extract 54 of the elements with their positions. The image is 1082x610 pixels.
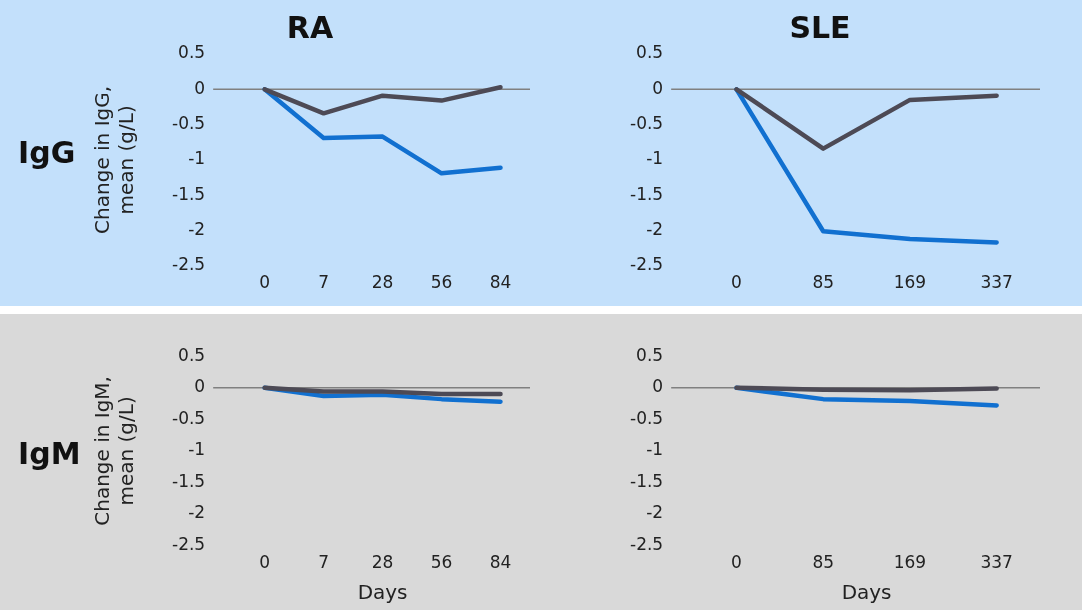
x-tick-label: 28 <box>371 272 394 293</box>
chart-title: SLE <box>789 9 851 45</box>
y-tick-label: -2.5 <box>630 254 664 275</box>
x-tick-label: 0 <box>731 552 742 573</box>
x-tick-label: 0 <box>259 272 271 293</box>
y-tick-label: -1.5 <box>630 470 664 491</box>
y-tick-label: 0.5 <box>636 344 664 365</box>
y-tick-label: 0.5 <box>636 42 664 63</box>
y-tick-label: -1 <box>646 148 664 169</box>
y-tick-label: -1 <box>188 439 206 460</box>
y-tick-label: -1.5 <box>172 470 206 491</box>
y-tick-label: -1.5 <box>630 183 664 204</box>
y-tick-label: -1 <box>646 439 664 460</box>
x-axis-title: Days <box>841 580 892 605</box>
x-tick-label: 56 <box>430 552 453 573</box>
y-tick-label: -0.5 <box>630 113 664 134</box>
x-tick-label: 0 <box>731 272 742 293</box>
x-tick-label: 85 <box>812 272 835 293</box>
x-tick-label: 56 <box>430 272 453 293</box>
y-axis-title: Change in IgM, mean (g/L) <box>90 376 139 526</box>
y-tick-label: 0 <box>652 376 664 397</box>
x-tick-label: 85 <box>812 552 835 573</box>
x-axis-title: Days <box>357 580 408 605</box>
x-tick-label: 0 <box>259 552 271 573</box>
chart-title: RA <box>286 9 334 45</box>
x-tick-label: 84 <box>489 552 512 573</box>
x-tick-label: 169 <box>893 272 927 293</box>
y-tick-label: -2.5 <box>630 534 664 555</box>
x-tick-label: 169 <box>893 552 927 573</box>
y-tick-label: -2.5 <box>172 254 206 275</box>
y-tick-label: -0.5 <box>172 407 206 428</box>
y-tick-label: -2 <box>188 502 206 523</box>
y-tick-label: -1 <box>188 148 206 169</box>
y-tick-label: 0 <box>652 77 664 98</box>
y-tick-label: -0.5 <box>630 407 664 428</box>
x-tick-label: 7 <box>318 552 330 573</box>
x-tick-label: 28 <box>371 552 394 573</box>
y-tick-label: -2 <box>646 218 664 239</box>
x-tick-label: 84 <box>489 272 512 293</box>
y-tick-label: 0.5 <box>178 42 206 63</box>
y-tick-label: -2 <box>188 218 206 239</box>
x-tick-label: 337 <box>980 272 1013 293</box>
y-tick-label: -1.5 <box>172 183 206 204</box>
y-axis-title: Change in IgG, mean (g/L) <box>90 85 139 234</box>
y-tick-label: 0 <box>194 376 206 397</box>
y-tick-label: 0 <box>194 77 206 98</box>
y-tick-label: 0.5 <box>178 344 206 365</box>
text: IgM <box>18 436 81 471</box>
y-tick-label: -0.5 <box>172 113 206 134</box>
text: IgG <box>18 135 76 170</box>
x-tick-label: 337 <box>980 552 1013 573</box>
y-tick-label: -2 <box>646 502 664 523</box>
x-tick-label: 7 <box>318 272 330 293</box>
y-tick-label: -2.5 <box>172 534 206 555</box>
